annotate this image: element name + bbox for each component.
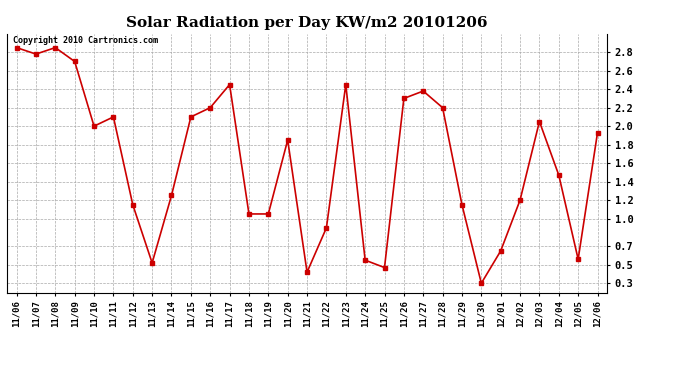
Title: Solar Radiation per Day KW/m2 20101206: Solar Radiation per Day KW/m2 20101206: [126, 16, 488, 30]
Text: Copyright 2010 Cartronics.com: Copyright 2010 Cartronics.com: [13, 36, 158, 45]
